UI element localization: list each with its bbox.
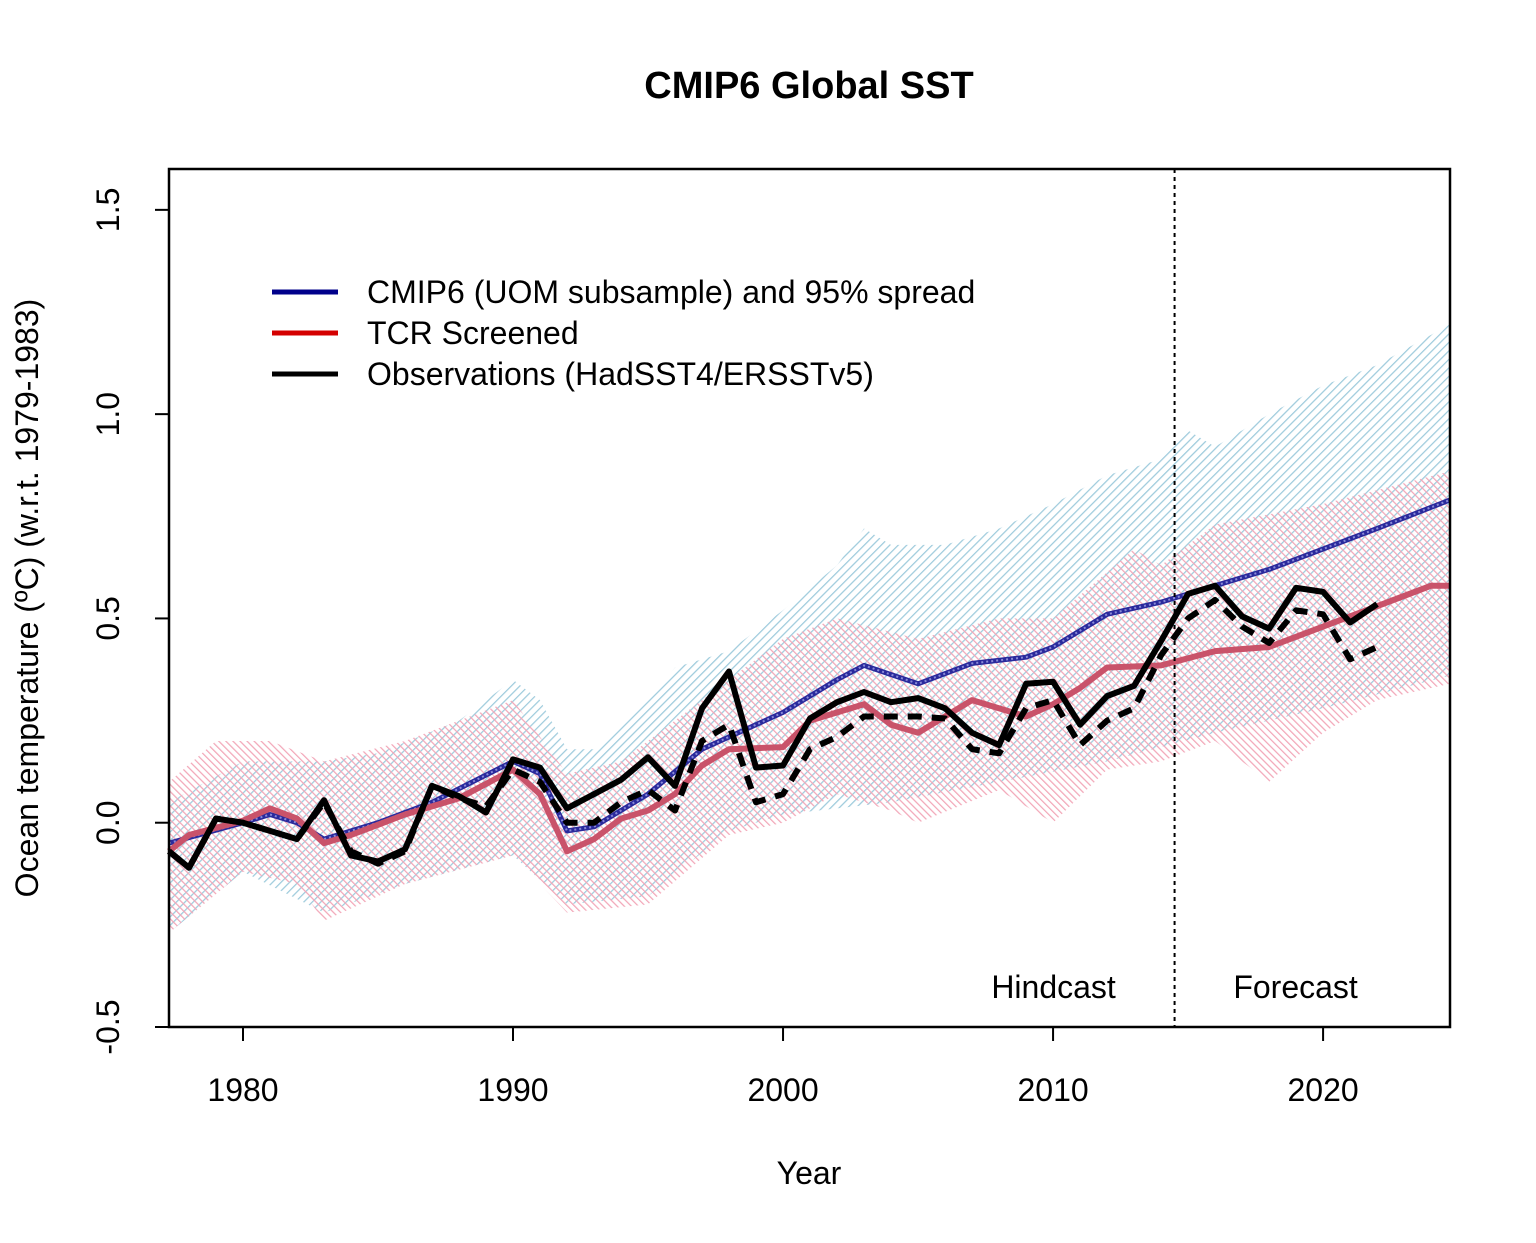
legend: CMIP6 (UOM subsample) and 95% spread TCR … [272, 274, 975, 392]
y-tick-label: -0.5 [90, 999, 126, 1054]
spread-band-1 [169, 471, 1450, 933]
x-axis: 1980 1990 2000 2010 2020 [207, 1026, 1359, 1108]
x-tick-label: 2000 [747, 1072, 818, 1108]
spread-bands [169, 324, 1450, 933]
y-tick-label: 1.5 [90, 188, 126, 232]
forecast-label: Forecast [1233, 969, 1358, 1005]
legend-label: Observations (HadSST4/ERSSTv5) [367, 356, 874, 392]
legend-label: TCR Screened [367, 315, 579, 351]
y-tick-label: 0.5 [90, 596, 126, 640]
y-axis-label: Ocean temperature (ºC) (w.r.t. 1979-1983… [9, 299, 45, 898]
x-tick-label: 2020 [1287, 1072, 1358, 1108]
y-tick-label: 0.0 [90, 800, 126, 844]
hindcast-label: Hindcast [991, 969, 1116, 1005]
legend-label: CMIP6 (UOM subsample) and 95% spread [367, 274, 975, 310]
y-axis: -0.5 0.0 0.5 1.0 1.5 [90, 188, 169, 1055]
chart-title: CMIP6 Global SST [644, 65, 973, 107]
x-tick-label: 1980 [207, 1072, 278, 1108]
x-axis-label: Year [777, 1155, 842, 1191]
x-tick-label: 1990 [477, 1072, 548, 1108]
y-tick-label: 1.0 [90, 392, 126, 436]
x-tick-label: 2010 [1017, 1072, 1088, 1108]
